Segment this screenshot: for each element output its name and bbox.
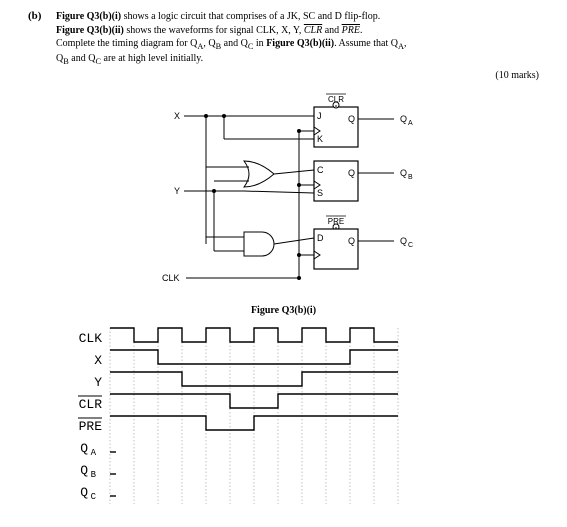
part-label: (b)	[28, 10, 56, 22]
circuit-figure: JKQCLRCSQPREDQQAQBQCXYCLK Figure Q3(b)(i…	[28, 89, 539, 316]
svg-text:Q: Q	[80, 485, 88, 500]
svg-text:A: A	[91, 448, 97, 458]
svg-text:Q: Q	[400, 114, 407, 124]
svg-text:K: K	[317, 134, 323, 144]
svg-text:CLR: CLR	[79, 397, 103, 412]
svg-text:X: X	[174, 111, 180, 121]
svg-text:Q: Q	[400, 236, 407, 246]
svg-text:C: C	[91, 492, 97, 502]
svg-text:CLK: CLK	[79, 331, 103, 346]
svg-text:Y: Y	[94, 375, 102, 390]
svg-text:Q: Q	[347, 168, 354, 178]
svg-text:Q: Q	[347, 236, 354, 246]
fig-ref-1: Figure Q3(b)(i)	[56, 11, 121, 22]
question-text: Figure Q3(b)(i) shows a logic circuit th…	[56, 10, 539, 83]
circuit-svg: JKQCLRCSQPREDQQAQBQCXYCLK	[114, 89, 454, 299]
svg-text:Q: Q	[80, 463, 88, 478]
svg-text:J: J	[317, 111, 322, 121]
svg-text:C: C	[408, 242, 413, 249]
figure-caption: Figure Q3(b)(i)	[28, 305, 539, 316]
svg-text:Y: Y	[174, 186, 180, 196]
svg-text:Q: Q	[80, 441, 88, 456]
svg-text:B: B	[408, 174, 413, 181]
svg-text:Q: Q	[347, 114, 354, 124]
fig-ref-2: Figure Q3(b)(ii)	[56, 25, 124, 36]
svg-text:CLK: CLK	[162, 273, 180, 283]
svg-text:S: S	[317, 188, 323, 198]
svg-text:B: B	[91, 470, 97, 480]
svg-text:Q: Q	[400, 168, 407, 178]
svg-text:X: X	[94, 353, 102, 368]
svg-text:A: A	[408, 120, 413, 127]
timing-diagram: CLKXYCLRPREQAQBQC	[58, 324, 539, 517]
svg-text:D: D	[317, 233, 324, 243]
marks-label: (10 marks)	[56, 69, 539, 83]
svg-text:C: C	[317, 165, 324, 175]
timing-svg: CLKXYCLRPREQAQBQC	[58, 324, 438, 514]
svg-text:PRE: PRE	[79, 419, 103, 434]
